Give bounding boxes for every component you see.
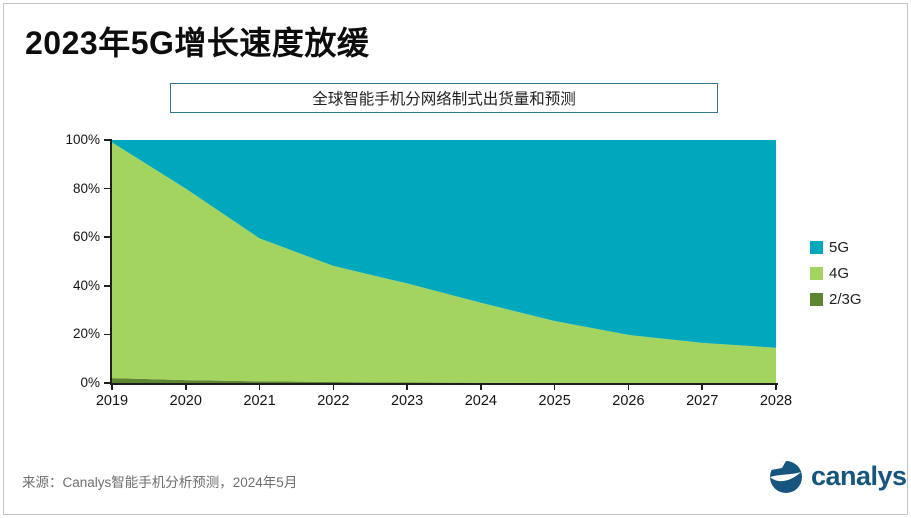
x-tick-2020 (185, 384, 187, 390)
y-axis-label-60%: 60% (72, 229, 100, 245)
legend-item-2-3g: 2/3G (810, 291, 862, 308)
legend-item-5g: 5G (810, 239, 862, 256)
legend-label-5g: 5G (829, 239, 850, 256)
legend-label-4g: 4G (829, 265, 850, 282)
x-tick-2022 (332, 384, 335, 390)
x-axis-label-2024: 2024 (464, 393, 497, 409)
y-axis-line (110, 139, 112, 384)
x-tick-2019 (111, 384, 113, 390)
y-tick-20% (104, 333, 110, 336)
y-tick-0% (104, 382, 110, 384)
y-axis-label-80%: 80% (72, 180, 100, 196)
x-axis-label-2020: 2020 (169, 393, 202, 409)
stacked-area-chart-svg (112, 140, 776, 383)
x-axis-label-2022: 2022 (317, 393, 350, 409)
x-tick-2023 (406, 384, 408, 390)
y-axis-label-40%: 40% (72, 277, 100, 293)
y-tick-100% (104, 139, 110, 141)
chart-subtitle: 全球智能手机分网络制式出货量和预测 (312, 91, 576, 108)
x-axis-label-2027: 2027 (686, 393, 719, 409)
legend-item-4g: 4G (810, 265, 862, 282)
legend-swatch-4g (810, 267, 823, 280)
legend-swatch-2-3g (810, 293, 823, 306)
x-axis-line (110, 382, 778, 385)
y-tick-80% (104, 187, 110, 190)
x-tick-2028 (775, 384, 777, 390)
canalys-logo-icon (770, 461, 802, 493)
x-tick-2027 (701, 384, 703, 390)
x-tick-2021 (258, 384, 261, 390)
y-axis-label-20%: 20% (72, 326, 100, 342)
area-series-5g (112, 140, 776, 348)
x-axis-label-2019: 2019 (95, 393, 129, 409)
y-axis-label-0%: 0% (80, 375, 100, 390)
area-series-4g (112, 142, 776, 383)
x-tick-2024 (480, 384, 482, 390)
canalys-logo-text: canalys (811, 460, 907, 491)
legend: 5G 4G 2/3G (810, 239, 862, 317)
x-axis-label-2025: 2025 (538, 393, 571, 409)
x-axis-label-2021: 2021 (243, 393, 276, 409)
area-series-2-3g (112, 378, 776, 383)
y-tick-60% (104, 236, 110, 238)
legend-label-2-3g: 2/3G (829, 291, 862, 308)
x-tick-2025 (553, 384, 556, 390)
x-tick-2026 (627, 384, 630, 390)
x-axis-label-2026: 2026 (612, 393, 645, 409)
x-axis-label-2023: 2023 (390, 393, 424, 409)
page-title: 2023年5G增长速度放缓 (25, 25, 370, 61)
y-axis-label-100%: 100% (65, 132, 100, 147)
legend-swatch-5g (810, 241, 823, 254)
y-tick-40% (104, 285, 110, 287)
source-note: 来源：Canalys智能手机分析预测，2024年5月 (22, 475, 298, 490)
plot-area (112, 140, 776, 383)
chart-subtitle-box: 全球智能手机分网络制式出货量和预测 (170, 83, 718, 113)
canalys-logo: canalys (768, 458, 907, 494)
x-axis-label-2028: 2028 (759, 393, 793, 409)
